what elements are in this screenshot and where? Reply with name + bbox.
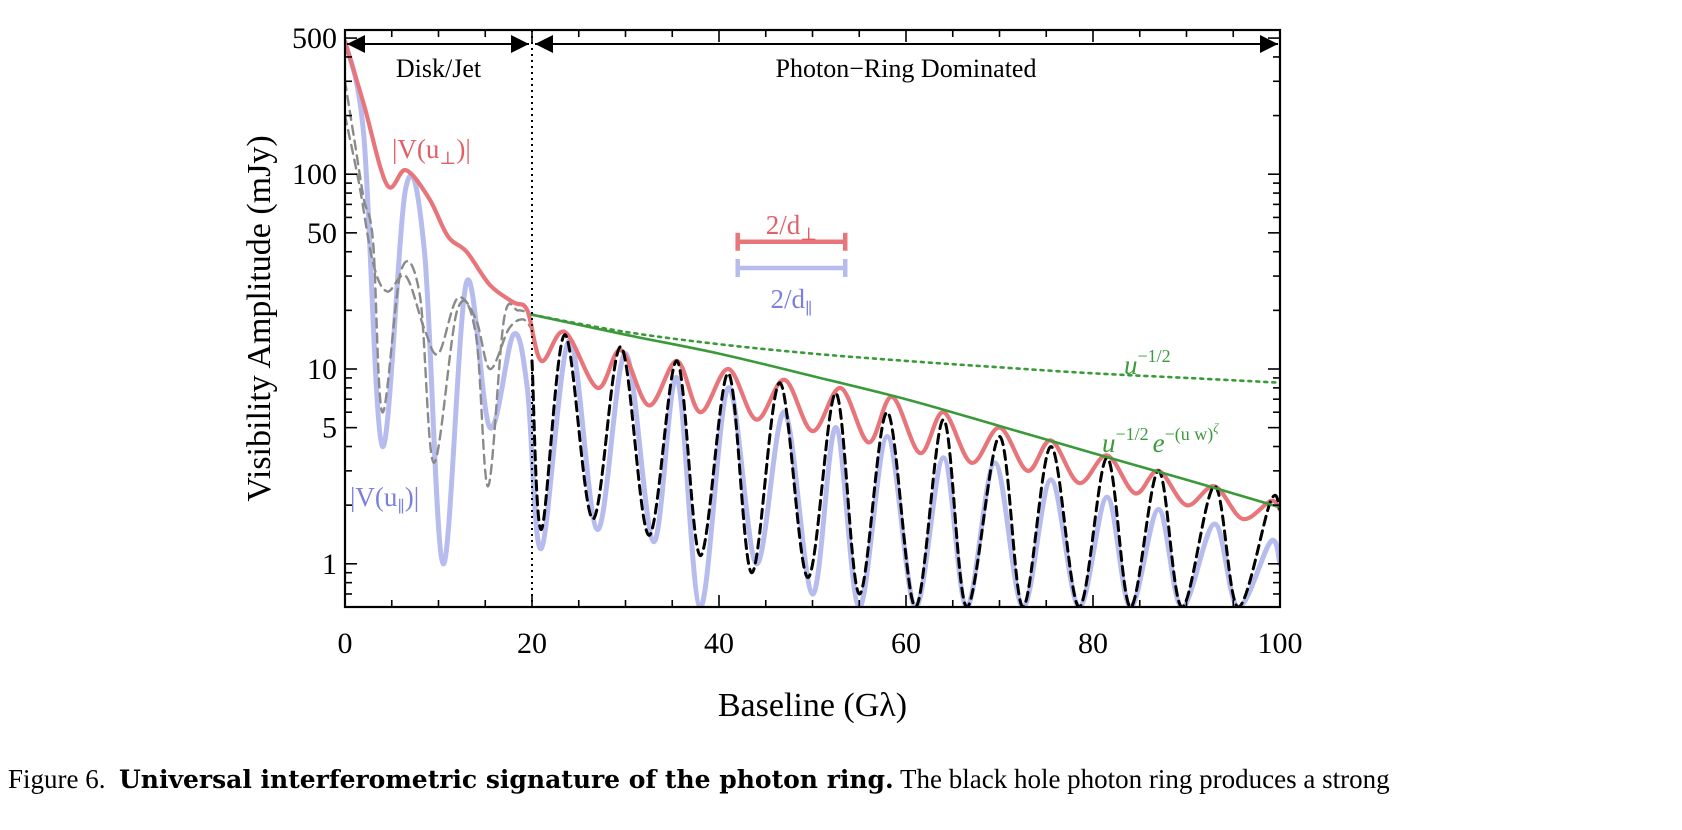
caption-title: Universal interferometric signature of t… [119, 765, 894, 794]
scale-bar-perp [735, 232, 848, 251]
region-label-photon-ring: Photon−Ring Dominated [776, 54, 1037, 83]
x-axis-title: Baseline (Gλ) [718, 687, 907, 724]
scale-par-label: 2/d∥ [771, 284, 813, 318]
series-line-1 [345, 39, 1280, 607]
figure-caption: Figure 6. Universal interferometric sign… [8, 760, 1674, 830]
scale-perp-label: 2/d⊥ [766, 210, 817, 244]
v-par-label: |V(u∥)| [350, 482, 419, 516]
series-line-4 [345, 114, 534, 371]
x-tick-label: 0 [338, 627, 353, 660]
y-tick-label: 5 [322, 412, 337, 445]
series-line-0 [345, 39, 1280, 522]
scale-bar-par [735, 259, 848, 278]
series-line-2 [530, 333, 1280, 607]
tick-layer: 0 20 40 60 80 100 1 5 10 50 100 500 [292, 22, 1303, 660]
caption-text: The black hole photon ring produces a st… [900, 764, 1390, 794]
region-label-disk-jet: Disk/Jet [396, 54, 482, 83]
powerlaw-label: u−1/2 [1124, 346, 1171, 380]
series-line-3 [345, 80, 534, 488]
series-layer [345, 39, 1280, 607]
y-tick-label: 1 [322, 548, 337, 581]
series-line-5 [530, 313, 1280, 509]
plot-frame [343, 28, 1282, 609]
x-tick-label: 80 [1078, 627, 1108, 660]
x-tick-label: 20 [517, 627, 547, 660]
frame-layer [343, 28, 1282, 609]
x-tick-label: 40 [704, 627, 734, 660]
v-perp-label: |V(u⊥)| [392, 134, 471, 168]
envelope-label: u−1/2 e−(u w)ζ [1102, 420, 1219, 458]
series-line-6 [530, 313, 1280, 384]
caption-figure-label: Figure 6. [8, 764, 106, 794]
y-tick-label: 100 [292, 158, 337, 191]
chart: 0 20 40 60 80 100 1 5 10 50 100 500 Disk/Jet Photon… [241, 22, 1303, 724]
x-tick-label: 100 [1258, 627, 1303, 660]
y-tick-label: 50 [307, 217, 337, 250]
y-tick-label: 10 [307, 353, 337, 386]
y-tick-label: 500 [292, 22, 337, 55]
y-axis-title: Visibility Amplitude (mJy) [241, 135, 278, 501]
x-tick-label: 60 [891, 627, 921, 660]
